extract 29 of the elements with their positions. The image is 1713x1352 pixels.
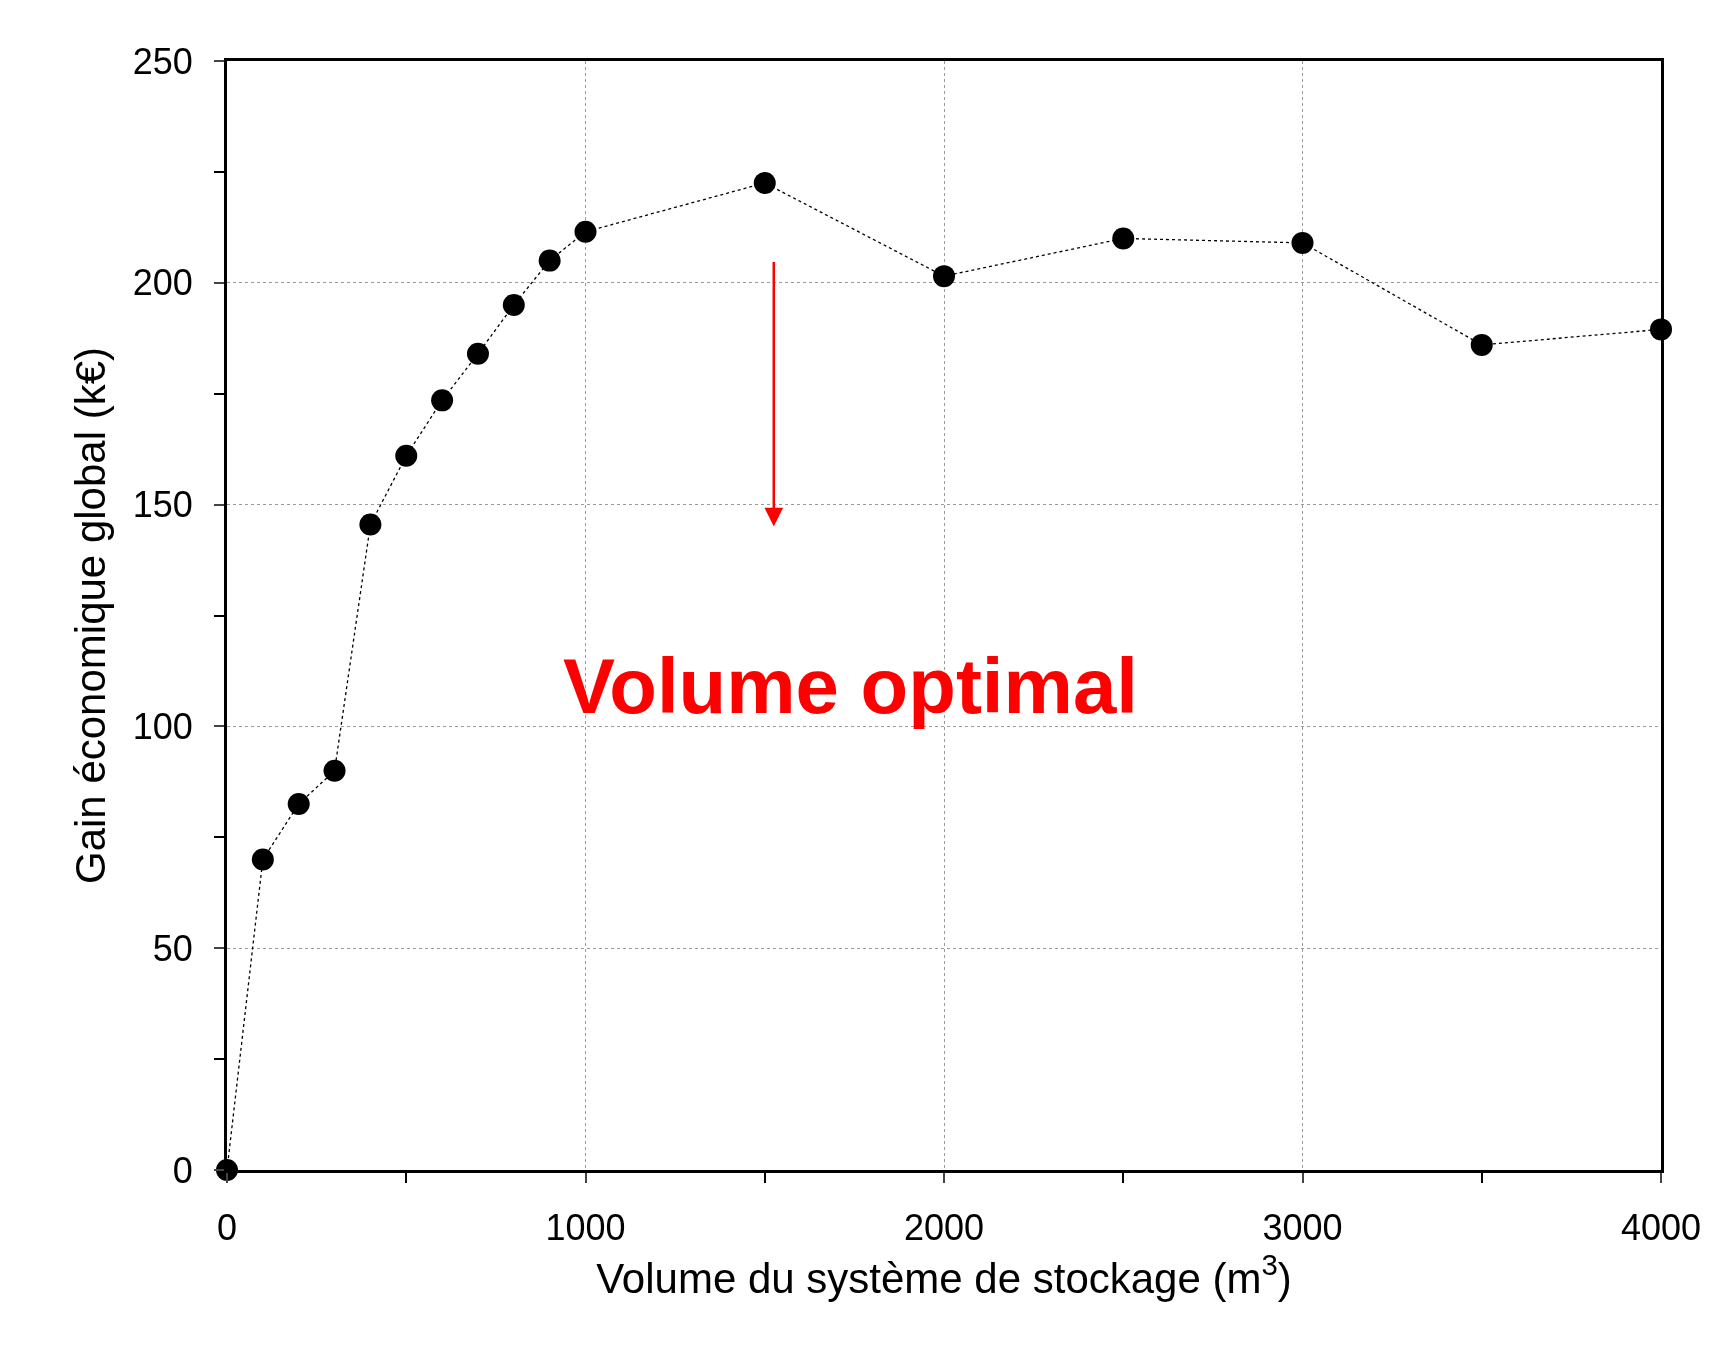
point (502, 293, 525, 316)
point (538, 249, 561, 272)
point (395, 444, 418, 467)
point (1291, 231, 1314, 254)
y-tick-label: 150 (132, 484, 193, 526)
point (1112, 227, 1135, 250)
x-tick-label: 3000 (1262, 1207, 1343, 1249)
point (287, 793, 310, 816)
point (323, 759, 346, 782)
point (574, 220, 597, 243)
point (251, 848, 274, 871)
y-tick-label: 100 (132, 706, 193, 747)
x-tick-label: 1000 (545, 1207, 626, 1249)
x-axis-title: Volume du système de stockage (m$^{3}$) (596, 1248, 1292, 1302)
x-tick-label: 0 (216, 1207, 238, 1249)
point (466, 342, 489, 365)
y-tick-label: 250 (132, 40, 193, 82)
point (359, 513, 382, 536)
x-tick-label: 2000 (903, 1207, 985, 1249)
annotation: Volume optimal (563, 642, 1138, 730)
y-tick-label: 50 (152, 927, 193, 969)
point (933, 265, 955, 288)
x-tick-label: 4000 (1620, 1207, 1702, 1249)
y-tick-label: 200 (132, 262, 193, 304)
point (1470, 333, 1493, 356)
point (431, 389, 454, 412)
y-axis-title: Gain économique global (k€) (66, 347, 114, 884)
y-tick-label: 0 (172, 1149, 193, 1191)
point (753, 171, 776, 194)
